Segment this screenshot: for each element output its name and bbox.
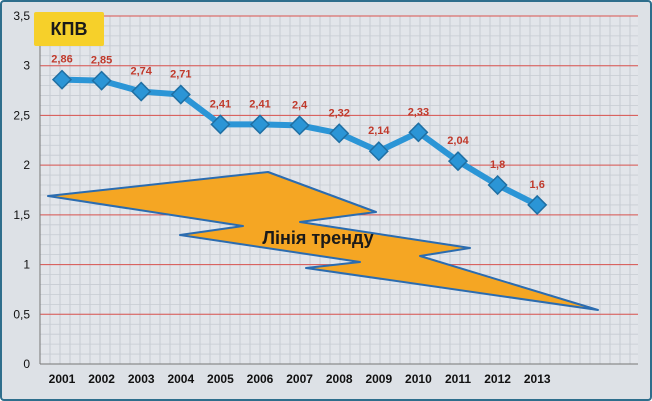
data-point-marker [487, 174, 508, 196]
data-point-marker [170, 84, 191, 105]
title-background [34, 12, 104, 46]
y-axis-ticks: 0 0,5 1 1,5 2 2,5 3 3,5 [13, 9, 30, 371]
y-tick-label: 1 [23, 258, 30, 272]
x-tick-label: 2001 [49, 372, 76, 386]
y-tick-label: 1,5 [13, 208, 30, 222]
y-tick-label: 0 [23, 357, 30, 371]
data-label: 2,32 [328, 107, 349, 119]
data-point-marker [249, 114, 271, 135]
title-box: КПВ [34, 12, 104, 46]
data-label: 2,74 [130, 66, 152, 78]
x-tick-label: 2005 [207, 372, 234, 386]
x-tick-label: 2009 [365, 372, 392, 386]
data-point-marker [51, 69, 73, 90]
x-tick-label: 2004 [167, 372, 194, 386]
data-point-marker [210, 114, 231, 135]
y-tick-label: 3 [23, 59, 30, 73]
x-axis-ticks: 2001 2002 2003 2004 2005 2006 2007 2008 2009 2010… [49, 372, 551, 386]
y-tick-label: 3,5 [13, 9, 30, 23]
data-label: 2,86 [51, 54, 72, 66]
x-tick-label: 2006 [247, 372, 274, 386]
data-label: 2,85 [91, 55, 112, 67]
x-tick-label: 2012 [484, 372, 511, 386]
data-point-marker [527, 194, 548, 215]
data-point-marker [447, 151, 469, 172]
trend-label: Лінія тренду [262, 228, 373, 248]
x-tick-label: 2010 [405, 372, 432, 386]
y-tick-label: 0,5 [13, 307, 30, 321]
chart-title: КПВ [51, 19, 88, 39]
x-tick-label: 2013 [524, 372, 551, 386]
data-label: 2,33 [408, 106, 429, 118]
data-label: 2,71 [170, 69, 191, 81]
x-tick-label: 2002 [88, 372, 115, 386]
y-tick-label: 2 [23, 158, 30, 172]
data-label: 2,41 [210, 98, 231, 110]
data-point-marker [368, 141, 389, 162]
data-label: 2,04 [447, 135, 469, 147]
data-label: 1,8 [490, 159, 505, 171]
data-label: 2,4 [292, 99, 308, 111]
data-point-marker [408, 122, 429, 143]
y-tick-label: 2,5 [13, 108, 30, 122]
x-tick-label: 2008 [326, 372, 353, 386]
trend-lightning-shape [47, 171, 599, 311]
series-markers [51, 69, 548, 215]
data-point-marker [329, 123, 350, 144]
data-label: 2,14 [368, 125, 390, 137]
data-label: 2,41 [249, 98, 270, 110]
x-tick-label: 2003 [128, 372, 155, 386]
x-tick-label: 2007 [286, 372, 313, 386]
data-point-marker [91, 70, 112, 91]
data-point-marker [289, 115, 310, 136]
data-point-marker [131, 81, 152, 102]
data-label: 1,6 [530, 179, 545, 191]
data-labels: 2,86 2,85 2,74 2,71 2,41 2,41 2,4 2,32 2,14 2,33 2… [51, 54, 545, 191]
x-tick-label: 2011 [445, 372, 471, 386]
trend-arrow: Лінія тренду [47, 171, 599, 311]
